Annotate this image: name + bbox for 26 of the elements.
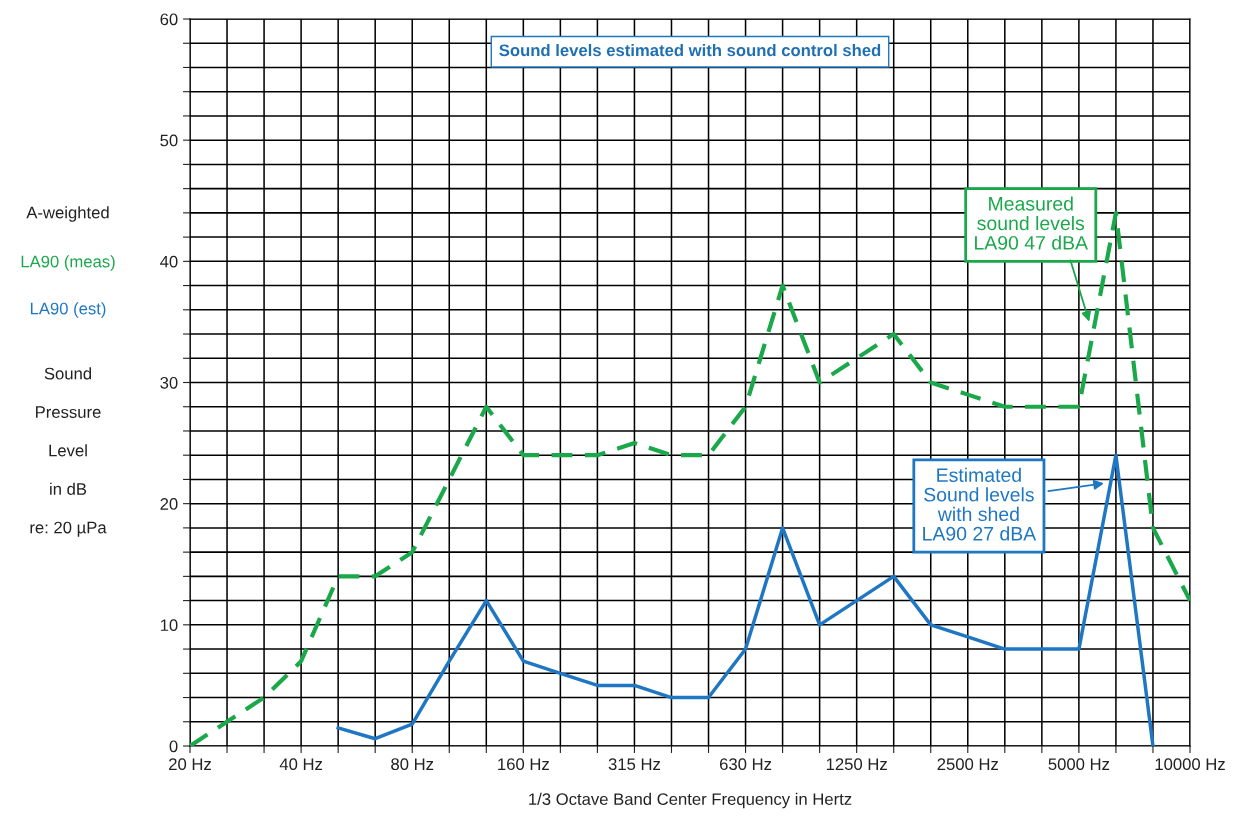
y-tick-label: 60 (160, 13, 178, 26)
x-tick-label: 1250 Hz (826, 758, 887, 771)
text: LA90 (meas) (21, 255, 115, 271)
y-tick-label: 50 (160, 134, 178, 147)
text: Sound levels estimated with sound control shed (499, 43, 881, 57)
text: Sound Pressure Level in dB re: 20 µPa (30, 367, 107, 537)
y-tick-label: 0 (169, 740, 178, 753)
y-tick-label: 10 (160, 619, 178, 632)
x-tick-label: 630 Hz (720, 758, 772, 771)
text: LA90 (est) (30, 302, 106, 318)
line-series (336, 453, 1155, 746)
x-tick-label: 315 Hz (608, 758, 661, 771)
text: A-weighted (26, 206, 109, 222)
x-tick-label: 2500 Hz (937, 758, 998, 771)
y-tick-label: 30 (160, 376, 178, 389)
x-tick-label: 20 Hz (169, 758, 211, 771)
x-axis-title: 1/3 Octave Band Center Frequency in Hertz (529, 792, 852, 809)
x-tick-label: 5000 Hz (1048, 758, 1110, 771)
y-tick-label: 40 (160, 255, 178, 268)
x-tick-label: 10000 Hz (1155, 758, 1225, 771)
annotation: Measured sound levels LA90 47 dBA (975, 196, 1088, 250)
x-tick-label: 160 Hz (498, 758, 549, 771)
x-tick-label: 80 Hz (391, 758, 434, 771)
y-tick-label: 20 (160, 498, 178, 510)
x-tick-label: 40 Hz (279, 758, 323, 771)
annotation: Estimated Sound levels with shed LA90 27 dBA (923, 467, 1037, 541)
